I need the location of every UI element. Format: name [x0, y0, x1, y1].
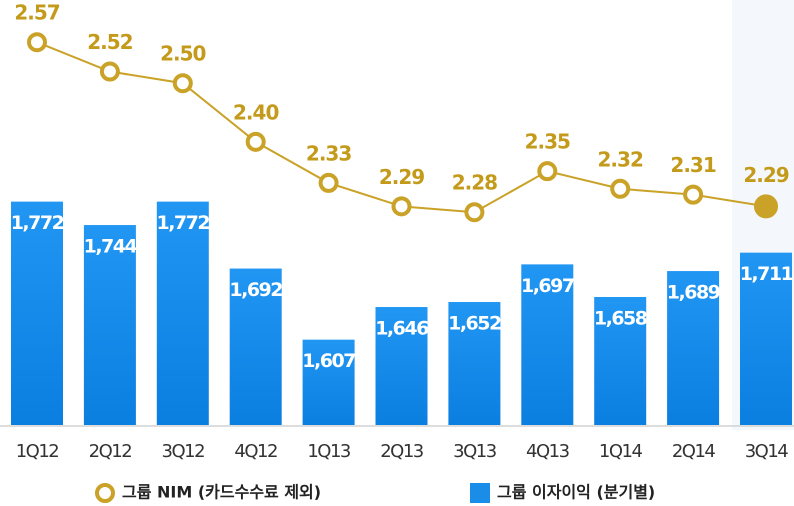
x-tick-label: 1Q13 [307, 441, 351, 462]
nim-marker [464, 202, 485, 223]
nim-value-label: 2.29 [743, 163, 788, 187]
bar [302, 339, 355, 425]
legend-marker [95, 483, 115, 503]
nim-value-label: 2.35 [525, 130, 570, 154]
nim-marker [391, 196, 412, 217]
legend-label: 그룹 NIM (카드수수료 제외) [122, 483, 321, 502]
legend-marker [470, 483, 490, 503]
nim-marker [172, 73, 193, 94]
bar-value-label: 1,772 [11, 212, 64, 234]
legend-label: 그룹 이자이익 (분기별) [497, 483, 655, 502]
bar-value-label: 1,692 [229, 279, 282, 301]
x-tick-label: 2Q12 [89, 441, 132, 462]
nim-value-label: 2.32 [598, 147, 643, 171]
x-tick-label: 1Q12 [16, 441, 59, 462]
nim-value-label: 2.28 [452, 171, 497, 195]
x-tick-label: 3Q13 [453, 441, 497, 462]
bar-value-label: 1,689 [667, 282, 720, 304]
bar [740, 252, 792, 425]
bar [521, 264, 574, 425]
nim-value-label: 2.33 [306, 141, 351, 165]
x-tick-label: 4Q12 [234, 441, 277, 462]
nim-value-label: 2.40 [233, 100, 278, 124]
bar-value-label: 1,658 [594, 307, 648, 329]
bar-value-label: 1,646 [375, 318, 429, 340]
nim-value-label: 2.29 [379, 165, 424, 189]
x-tick-label: 3Q14 [745, 441, 789, 462]
bar-value-label: 1,652 [448, 313, 501, 335]
nim-marker [683, 184, 704, 205]
nim-marker [610, 178, 631, 199]
bar [375, 307, 428, 425]
bar [83, 225, 136, 425]
x-tick-label: 2Q14 [672, 441, 716, 462]
x-tick-label: 3Q12 [162, 441, 205, 462]
nim-marker [537, 161, 558, 182]
bar-value-label: 1,607 [302, 350, 355, 372]
bar-value-label: 1,744 [84, 236, 138, 258]
bar [11, 201, 63, 425]
bar [448, 302, 501, 425]
bar-value-label: 1,711 [740, 263, 793, 285]
nim-value-label: 2.50 [160, 42, 205, 66]
x-tick-label: 2Q13 [380, 441, 424, 462]
bar-value-label: 1,697 [521, 275, 574, 297]
nim-marker [245, 131, 266, 152]
bar [667, 271, 720, 425]
nim-marker [27, 32, 47, 53]
nim-marker [318, 172, 339, 193]
bar [156, 201, 209, 425]
nim-value-label: 2.57 [14, 1, 59, 25]
bar [229, 268, 282, 425]
nim-marker [754, 194, 778, 219]
nim-marker [99, 61, 120, 82]
nim-value-label: 2.31 [670, 153, 715, 177]
x-tick-label: 4Q13 [526, 441, 570, 462]
x-tick-label: 1Q14 [599, 441, 643, 462]
bar-value-label: 1,772 [156, 212, 209, 234]
bar [594, 296, 647, 425]
nim-value-label: 2.52 [87, 30, 132, 54]
